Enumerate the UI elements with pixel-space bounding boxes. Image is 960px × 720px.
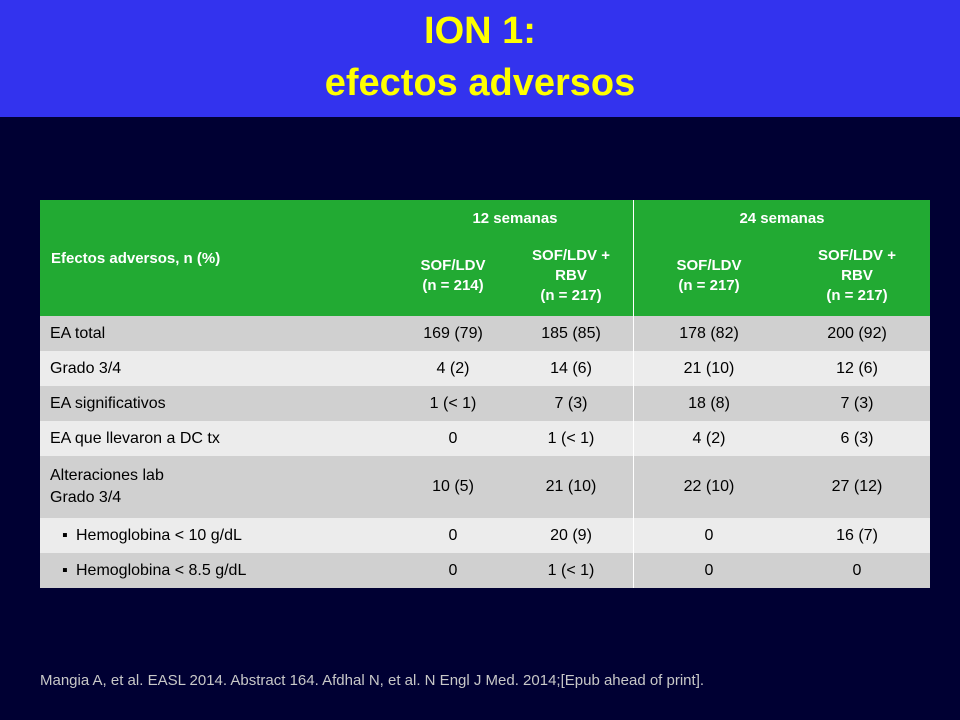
table-cell: 16 (7) [784, 518, 930, 553]
table-cell: 200 (92) [784, 316, 930, 351]
row-label: ▪ Hemoglobina < 10 g/dL [40, 518, 397, 553]
row-label-text: Hemoglobina < 8.5 g/dL [76, 561, 247, 579]
row-label-text: EA que llevaron a DC tx [50, 429, 220, 447]
table-cell: 0 [397, 421, 509, 456]
row-header: Efectos adversos, n (%) [40, 200, 397, 316]
column-header-line: RBV [841, 267, 873, 284]
table-cell: 6 (3) [784, 421, 930, 456]
table-row: Alteraciones lab Grado 3/4 10 (5) 21 (10) 22… [40, 456, 930, 518]
table-cell: 4 (2) [633, 421, 784, 456]
bullet-icon: ▪ [62, 526, 68, 544]
column-header-line: RBV [555, 267, 587, 284]
table-cell: 169 (79) [397, 316, 509, 351]
table-cell: 21 (10) [509, 456, 634, 518]
row-label: EA que llevaron a DC tx [40, 421, 397, 456]
table-cell: 1 (< 1) [509, 421, 634, 456]
row-label: Grado 3/4 [40, 351, 397, 386]
row-label: Alteraciones lab Grado 3/4 [40, 456, 397, 518]
column-header: SOF/LDV (n = 217) [633, 236, 784, 316]
table-cell: 18 (8) [633, 386, 784, 421]
row-label: EA significativos [40, 386, 397, 421]
column-header-line: SOF/LDV [420, 257, 486, 274]
row-label: EA total [40, 316, 397, 351]
table-cell: 178 (82) [633, 316, 784, 351]
column-header-line: SOF/LDV + [532, 247, 610, 264]
footnote-citation: Mangia A, et al. EASL 2014. Abstract 164… [40, 672, 705, 689]
column-header-line: (n = 217) [678, 277, 740, 294]
table-row: ▪ Hemoglobina < 10 g/dL 0 20 (9) 0 16 (7) [40, 518, 930, 553]
table-row: EA total 169 (79) 185 (85) 178 (82) 200 (92) [40, 316, 930, 351]
column-header-line: SOF/LDV + [818, 247, 896, 264]
table-cell: 0 [633, 553, 784, 588]
column-header: SOF/LDV + RBV (n = 217) [784, 236, 930, 316]
table-row: EA que llevaron a DC tx 0 1 (< 1) 4 (2) 6 (3… [40, 421, 930, 456]
table-row: ▪ Hemoglobina < 8.5 g/dL 0 1 (< 1) 0 0 [40, 553, 930, 588]
table-cell: 7 (3) [509, 386, 634, 421]
table-cell: 21 (10) [633, 351, 784, 386]
group-header-24-weeks: 24 semanas [633, 200, 930, 236]
table-cell: 22 (10) [633, 456, 784, 518]
row-label-text: EA total [50, 324, 106, 342]
bullet-icon: ▪ [62, 561, 68, 579]
table-cell: 27 (12) [784, 456, 930, 518]
table-row: Grado 3/4 4 (2) 14 (6) 21 (10) 12 (6) [40, 351, 930, 386]
table-cell: 14 (6) [509, 351, 634, 386]
slide-header: ION 1: efectos adversos [0, 0, 960, 117]
column-header-line: (n = 214) [422, 277, 484, 294]
table-cell: 20 (9) [509, 518, 634, 553]
table-cell: 7 (3) [784, 386, 930, 421]
table-cell: 185 (85) [509, 316, 634, 351]
adverse-events-table: Efectos adversos, n (%) 12 semanas 24 se… [40, 200, 930, 588]
row-label-text: Grado 3/4 [50, 489, 122, 506]
row-label-text: Hemoglobina < 10 g/dL [76, 526, 242, 544]
slide-title: ION 1: [424, 10, 536, 52]
row-label: ▪ Hemoglobina < 8.5 g/dL [40, 553, 397, 588]
column-header-line: SOF/LDV [676, 257, 742, 274]
table-cell: 0 [633, 518, 784, 553]
table-row: EA significativos 1 (< 1) 7 (3) 18 (8) 7 (3) [40, 386, 930, 421]
table-cell: 12 (6) [784, 351, 930, 386]
table-cell: 0 [784, 553, 930, 588]
table-cell: 0 [397, 518, 509, 553]
table-cell: 0 [397, 553, 509, 588]
table-cell: 4 (2) [397, 351, 509, 386]
row-label-text: EA significativos [50, 394, 166, 412]
table-cell: 1 (< 1) [397, 386, 509, 421]
group-header-12-weeks: 12 semanas [397, 200, 634, 236]
table-cell: 10 (5) [397, 456, 509, 518]
row-label-text: Grado 3/4 [50, 359, 122, 377]
table-cell: 1 (< 1) [509, 553, 634, 588]
column-header: SOF/LDV + RBV (n = 217) [509, 236, 634, 316]
slide-subtitle: efectos adversos [324, 62, 636, 104]
column-header-line: (n = 217) [540, 287, 602, 304]
column-header-line: (n = 217) [826, 287, 888, 304]
row-label-text: Alteraciones lab [50, 467, 164, 484]
column-header: SOF/LDV (n = 214) [397, 236, 509, 316]
